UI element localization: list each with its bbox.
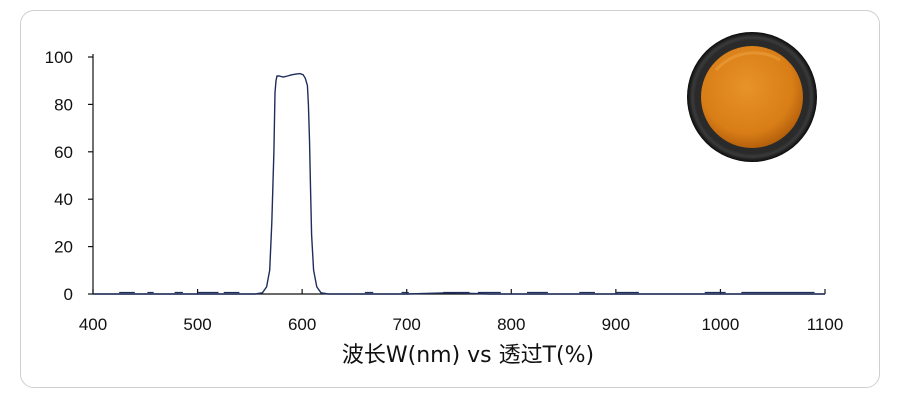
x-tick-label: 1000 [702,315,740,334]
x-tick-label: 1100 [807,315,844,334]
orange-filter-disc-icon [687,32,817,162]
y-tick-label: 20 [54,238,73,257]
y-tick-label: 80 [54,95,73,114]
y-tick-label: 60 [54,143,73,162]
y-tick-label: 0 [64,285,73,304]
y-tick-group: 0 20 40 60 80 100 [45,48,93,304]
x-tick-label: 800 [497,315,525,334]
y-tick-label: 40 [54,190,73,209]
x-tick-label: 900 [602,315,630,334]
x-axis-title: 波长W(nm) vs 透过T(%) [342,343,594,368]
x-tick-group: 400 500 600 700 800 900 1000 1100 [79,289,843,334]
y-tick-label: 100 [45,48,73,67]
x-tick-label: 700 [393,315,421,334]
x-tick-label: 500 [183,315,211,334]
x-tick-label: 600 [288,315,316,334]
transmission-series-line [93,72,825,295]
x-tick-label: 400 [79,315,107,334]
